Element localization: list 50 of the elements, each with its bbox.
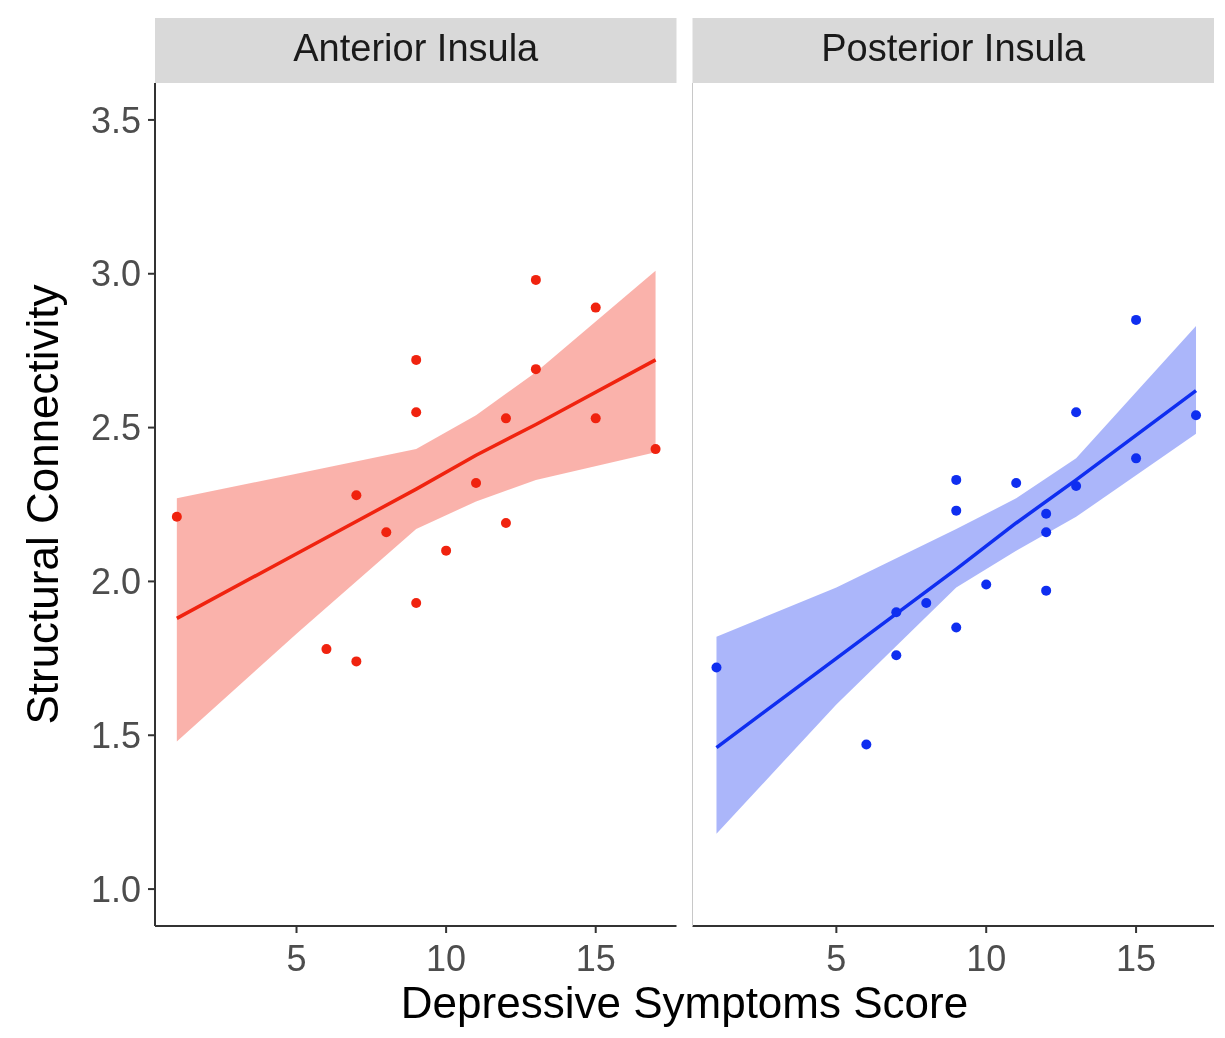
point [500, 413, 511, 424]
y-tick-label: 1.5 [90, 714, 141, 756]
point [471, 477, 482, 488]
point [530, 364, 541, 375]
chart-title: Posterior Insula [821, 27, 1087, 69]
point [1041, 585, 1052, 596]
point [441, 545, 452, 556]
point [1011, 477, 1022, 488]
x-tick-label: 10 [426, 938, 467, 979]
point [1131, 314, 1142, 325]
point [381, 527, 392, 538]
y-tick-label: 2.5 [90, 407, 141, 449]
point [711, 662, 722, 673]
y-tick-label: 3.0 [90, 253, 141, 295]
point [951, 505, 962, 516]
x-tick-label: 5 [286, 938, 307, 979]
point [1191, 410, 1202, 421]
point [650, 444, 661, 455]
point [171, 511, 182, 522]
y-axis-title: Structural Connectivity [18, 284, 67, 725]
point [951, 474, 962, 485]
line-series [175, 358, 658, 621]
point [981, 579, 992, 590]
point [951, 622, 962, 633]
y-tick-label: 2.0 [90, 561, 141, 603]
point [1041, 508, 1052, 519]
point [351, 490, 362, 501]
chart-title: Anterior Insula [293, 27, 540, 69]
point [411, 597, 422, 608]
point [1131, 453, 1142, 464]
point [351, 656, 362, 667]
point [411, 354, 422, 365]
point [590, 413, 601, 424]
point [500, 517, 511, 528]
point [530, 274, 541, 285]
x-tick-label: 15 [575, 938, 616, 979]
point [411, 407, 422, 418]
y-tick-label: 3.5 [90, 99, 141, 141]
point [590, 302, 601, 313]
point [891, 650, 902, 661]
point [861, 739, 872, 750]
x-tick-label: 10 [966, 938, 1007, 979]
x-axis-title: Depressive Symptoms Score [400, 978, 969, 1027]
point [321, 644, 332, 655]
point [1041, 527, 1052, 538]
x-tick-label: 5 [826, 938, 847, 979]
point [1071, 407, 1082, 418]
point [921, 597, 932, 608]
y-tick-label: 1.0 [90, 868, 141, 910]
x-tick-label: 15 [1116, 938, 1157, 979]
